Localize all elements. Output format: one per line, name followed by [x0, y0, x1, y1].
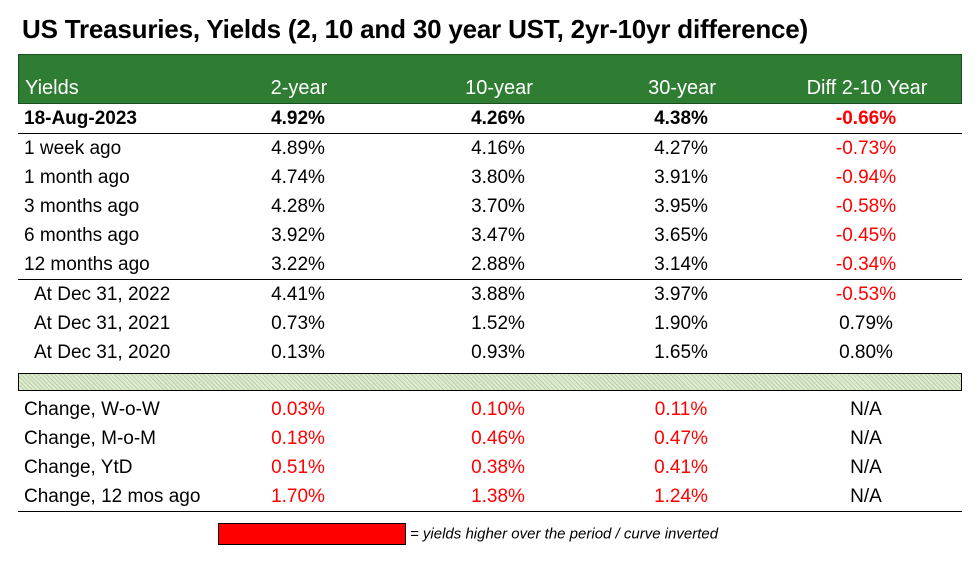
cell-10yr: 0.46%	[471, 428, 525, 449]
cell-2yr: 4.89%	[271, 138, 325, 159]
table-row: Change, YtD 0.51% 0.38% 0.41% N/A	[18, 453, 962, 482]
cell-diff: -0.53%	[835, 284, 897, 305]
cell-10yr: 2.88%	[471, 254, 525, 275]
table-row: At Dec 31, 2020 0.13% 0.93% 1.65% 0.80%	[18, 338, 962, 367]
cell-diff: -0.66%	[835, 108, 897, 129]
cell-30yr: 1.90%	[654, 313, 708, 334]
yields-table: Yields 2-year 10-year 30-year Diff 2-10 …	[18, 54, 962, 512]
row-label: 12 months ago	[24, 254, 150, 275]
row-label: At Dec 31, 2021	[34, 313, 171, 334]
row-label: Change, W-o-W	[24, 399, 160, 420]
cell-30yr: 0.41%	[654, 457, 708, 478]
cell-30yr: 4.27%	[654, 138, 708, 159]
cell-diff: -0.94%	[835, 167, 897, 188]
table-header: Yields 2-year 10-year 30-year Diff 2-10 …	[18, 54, 962, 104]
cell-30yr: 3.14%	[654, 254, 708, 275]
cell-10yr: 3.70%	[471, 196, 525, 217]
cell-2yr: 3.92%	[271, 225, 325, 246]
cell-2yr: 4.41%	[271, 284, 325, 305]
legend-text: = yields higher over the period / curve …	[410, 525, 719, 543]
table-row: Change, M-o-M 0.18% 0.46% 0.47% N/A	[18, 424, 962, 453]
cell-diff: -0.45%	[835, 225, 897, 246]
row-label: Change, M-o-M	[24, 428, 156, 449]
cell-2yr: 3.22%	[271, 254, 325, 275]
cell-30yr: 3.65%	[654, 225, 708, 246]
header-30-year: 30-year	[648, 77, 716, 99]
header-yields: Yields	[25, 77, 79, 99]
cell-10yr: 0.10%	[471, 399, 525, 420]
table-row: At Dec 31, 2022 4.41% 3.88% 3.97% -0.53%	[18, 280, 962, 309]
cell-30yr: 4.38%	[654, 108, 708, 129]
cell-10yr: 3.80%	[471, 167, 525, 188]
legend-red-swatch	[218, 523, 406, 545]
cell-30yr: 0.47%	[654, 428, 708, 449]
cell-30yr: 1.65%	[654, 342, 708, 363]
cell-2yr: 4.92%	[271, 108, 325, 129]
row-label: At Dec 31, 2020	[34, 342, 171, 363]
cell-30yr: 3.91%	[654, 167, 708, 188]
cell-30yr: 3.95%	[654, 196, 708, 217]
row-label: Change, 12 mos ago	[24, 486, 201, 507]
current-row: 18-Aug-2023 4.92% 4.26% 4.38% -0.66%	[18, 104, 962, 134]
table-row: 12 months ago 3.22% 2.88% 3.14% -0.34%	[18, 250, 962, 280]
cell-diff: -0.58%	[835, 196, 897, 217]
cell-10yr: 0.93%	[471, 342, 525, 363]
cell-30yr: 0.11%	[654, 399, 708, 420]
table-row: 6 months ago 3.92% 3.47% 3.65% -0.45%	[18, 221, 962, 250]
row-label: 6 months ago	[24, 225, 140, 246]
cell-2yr: 0.51%	[271, 457, 325, 478]
header-diff: Diff 2-10 Year	[806, 77, 928, 99]
row-label: At Dec 31, 2022	[34, 284, 171, 305]
cell-30yr: 3.97%	[654, 284, 708, 305]
cell-diff: N/A	[850, 486, 882, 507]
header-2-year: 2-year	[270, 77, 328, 99]
table-row: Change, 12 mos ago 1.70% 1.38% 1.24% N/A	[18, 482, 962, 512]
table-row: 3 months ago 4.28% 3.70% 3.95% -0.58%	[18, 192, 962, 221]
row-label: 1 week ago	[24, 138, 122, 159]
cell-10yr: 4.26%	[471, 108, 525, 129]
cell-2yr: 0.13%	[271, 342, 325, 363]
cell-2yr: 4.74%	[271, 167, 325, 188]
table-row: Change, W-o-W 0.03% 0.10% 0.11% N/A	[18, 395, 962, 424]
hatched-separator	[18, 373, 962, 391]
cell-10yr: 1.52%	[471, 313, 525, 334]
cell-diff: -0.73%	[835, 138, 897, 159]
row-label: 1 month ago	[24, 167, 130, 188]
cell-diff: N/A	[850, 457, 882, 478]
row-label: Change, YtD	[24, 457, 133, 478]
cell-diff: N/A	[850, 399, 882, 420]
cell-diff: 0.79%	[839, 313, 893, 334]
cell-10yr: 4.16%	[471, 138, 525, 159]
cell-diff: 0.80%	[839, 342, 893, 363]
cell-10yr: 3.47%	[471, 225, 525, 246]
cell-10yr: 0.38%	[471, 457, 525, 478]
cell-2yr: 0.73%	[271, 313, 325, 334]
cell-10yr: 1.38%	[471, 486, 525, 507]
row-label: 18-Aug-2023	[24, 108, 137, 129]
header-10-year: 10-year	[465, 77, 533, 99]
cell-2yr: 0.03%	[271, 399, 325, 420]
row-label: 3 months ago	[24, 196, 140, 217]
cell-2yr: 0.18%	[271, 428, 325, 449]
cell-2yr: 1.70%	[271, 486, 325, 507]
cell-30yr: 1.24%	[654, 486, 708, 507]
page-title: US Treasuries, Yields (2, 10 and 30 year…	[22, 14, 808, 44]
cell-diff: N/A	[850, 428, 882, 449]
cell-diff: -0.34%	[835, 254, 897, 275]
table-row: 1 month ago 4.74% 3.80% 3.91% -0.94%	[18, 163, 962, 192]
legend: = yields higher over the period / curve …	[218, 523, 718, 545]
cell-2yr: 4.28%	[271, 196, 325, 217]
table-row: 1 week ago 4.89% 4.16% 4.27% -0.73%	[18, 134, 962, 163]
cell-10yr: 3.88%	[471, 284, 525, 305]
table-row: At Dec 31, 2021 0.73% 1.52% 1.90% 0.79%	[18, 309, 962, 338]
